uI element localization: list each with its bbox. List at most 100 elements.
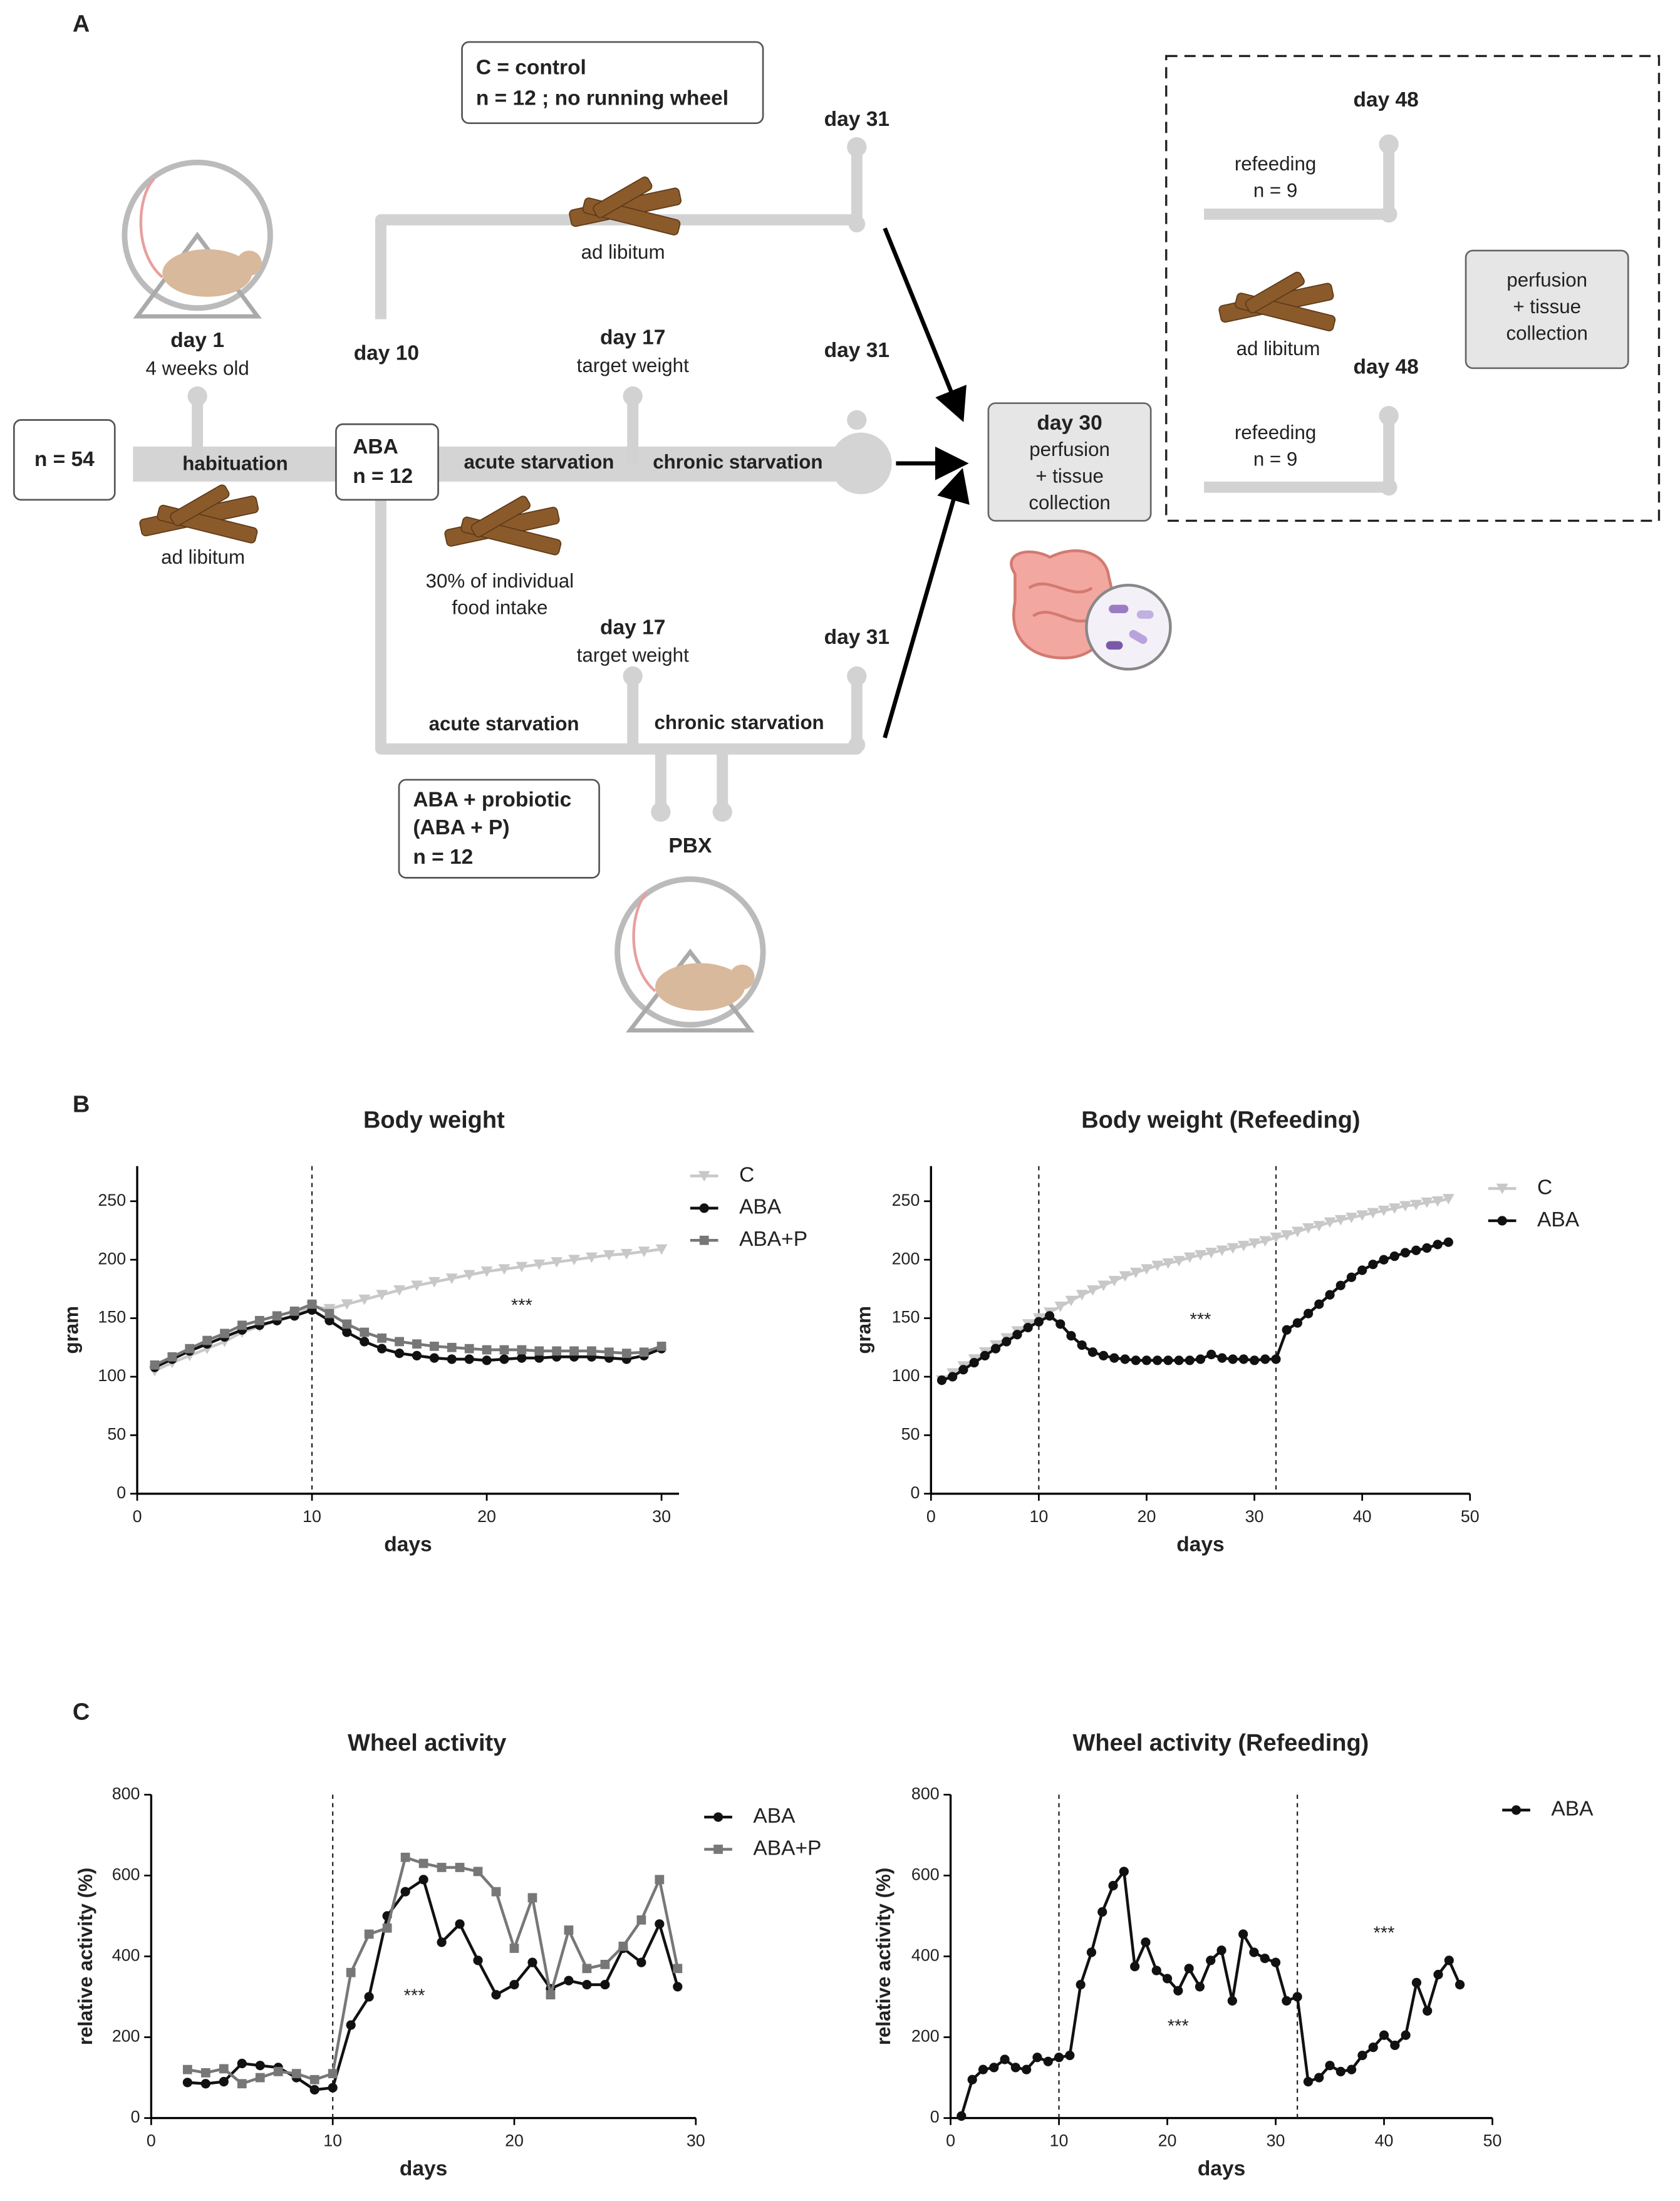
marker [400, 1852, 410, 1862]
marker [1304, 1308, 1314, 1318]
marker [1390, 2040, 1400, 2051]
marker [1054, 2053, 1064, 2063]
y-tick-label: 50 [901, 1424, 920, 1443]
marker [1228, 1354, 1238, 1364]
marker [1377, 1205, 1390, 1216]
y-tick-label: 100 [892, 1366, 920, 1385]
x-tick-label: 0 [147, 2131, 156, 2150]
day-label: day 10 [354, 341, 419, 365]
x-tick-label: 30 [1245, 1507, 1264, 1526]
label: ad libitum [1237, 338, 1320, 360]
marker [445, 1273, 458, 1285]
marker [418, 1858, 428, 1868]
marker [600, 1959, 610, 1969]
marker [237, 1320, 247, 1330]
legend-marker [713, 1845, 723, 1854]
marker [1238, 1354, 1248, 1364]
legend-label: C [1537, 1176, 1552, 1199]
marker [1292, 1992, 1302, 2002]
marker [1162, 1974, 1173, 1984]
y-tick-label: 800 [112, 1784, 140, 1803]
marker [393, 1285, 405, 1296]
marker [394, 1349, 405, 1359]
marker [463, 1270, 475, 1281]
x-tick-label: 30 [687, 2131, 705, 2150]
marker [1422, 1243, 1432, 1253]
x-tick-label: 20 [1138, 1507, 1156, 1526]
marker [569, 1346, 579, 1356]
marker [1120, 1354, 1130, 1364]
marker [603, 1250, 615, 1261]
perfusion-box [1465, 249, 1629, 370]
series-line [187, 1855, 680, 2086]
marker [1108, 1276, 1121, 1287]
marker [464, 1344, 474, 1354]
perfusion-box [987, 402, 1152, 522]
marker [1270, 1957, 1281, 1967]
marker [1399, 1201, 1411, 1212]
x-tick-label: 10 [1029, 1507, 1048, 1526]
label: n = 9 [1253, 179, 1297, 201]
marker [1347, 2064, 1357, 2074]
marker [395, 1337, 404, 1347]
marker [1099, 1350, 1109, 1360]
marker [1260, 1354, 1270, 1364]
marker [1195, 1354, 1206, 1364]
marker [1109, 1353, 1119, 1363]
series-line [960, 1868, 1461, 2116]
marker [551, 1257, 563, 1268]
marker [1455, 1980, 1465, 1990]
legend-label: C [739, 1163, 754, 1186]
marker [1314, 2073, 1324, 2083]
x-tick-label: 10 [1050, 2131, 1069, 2150]
marker [1185, 1355, 1195, 1365]
marker [509, 1980, 519, 1990]
marker [1032, 2053, 1042, 2063]
marker [1280, 1230, 1293, 1241]
marker [254, 1315, 264, 1325]
day-label: day 31 [824, 626, 889, 649]
marker [1131, 1355, 1141, 1365]
marker [480, 1266, 493, 1277]
marker [1162, 1258, 1174, 1269]
legend-marker [1497, 1216, 1507, 1226]
day-label: day 31 [824, 339, 889, 362]
y-tick-label: 200 [911, 2027, 940, 2046]
marker [1292, 1318, 1302, 1328]
marker [1077, 1340, 1087, 1350]
food-pellets [139, 176, 1336, 556]
y-axis-label: relative activity (%) [75, 1868, 96, 2045]
y-tick-label: 600 [911, 1865, 940, 1883]
label: ad libitum [161, 546, 245, 568]
marker [473, 1867, 483, 1877]
y-tick-label: 400 [911, 1946, 940, 1965]
running-wheel [122, 159, 273, 319]
marker [1086, 1947, 1097, 1957]
marker [237, 2058, 247, 2069]
marker [978, 2064, 988, 2074]
label: n = 9 [1253, 448, 1297, 470]
marker [1022, 2064, 1032, 2074]
box-text: n = 54 [34, 448, 95, 471]
marker [464, 1354, 474, 1364]
box-text: day 30 [1037, 412, 1102, 435]
marker [1151, 1260, 1164, 1271]
x-tick-label: 0 [926, 1507, 936, 1526]
marker [636, 1957, 646, 1967]
chart-title: Body weight [363, 1107, 505, 1133]
marker [1000, 2054, 1010, 2064]
marker [1388, 1203, 1401, 1214]
chart-title: Body weight (Refeeding) [1081, 1107, 1360, 1133]
marker [1205, 1248, 1218, 1258]
marker [620, 1249, 633, 1260]
aba-box [335, 423, 439, 501]
marker [1379, 1255, 1389, 1265]
marker [552, 1346, 562, 1356]
marker [1346, 1272, 1357, 1282]
marker [377, 1344, 387, 1354]
marker [1108, 1880, 1118, 1891]
marker [1141, 1264, 1153, 1275]
marker [517, 1353, 527, 1363]
marker [1002, 1337, 1012, 1347]
